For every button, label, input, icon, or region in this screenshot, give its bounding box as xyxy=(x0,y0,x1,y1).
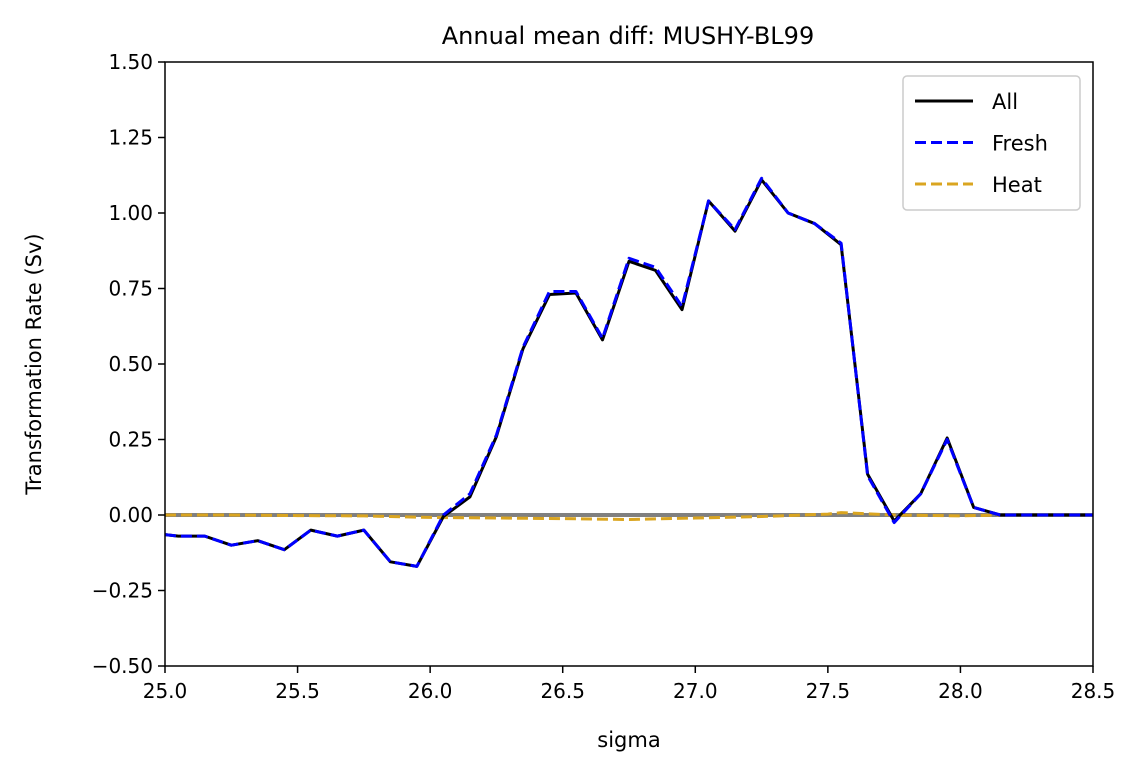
legend: All Fresh Heat xyxy=(902,75,1081,211)
x-tick-label: 27.0 xyxy=(673,679,718,703)
x-tick-label: 28.0 xyxy=(938,679,983,703)
axis-ticks: 25.0 25.5 26.0 26.5 27.0 27.5 28.0 28.5 −0.50 −0.… xyxy=(92,50,1116,703)
series-line-fresh xyxy=(165,176,1093,568)
x-tick-label: 25.0 xyxy=(143,679,188,703)
x-tick-label: 26.0 xyxy=(408,679,453,703)
y-tick-label: 0.25 xyxy=(108,428,153,452)
legend-label-heat: Heat xyxy=(992,173,1042,197)
x-axis-label: sigma xyxy=(597,728,660,752)
y-tick-label: −0.25 xyxy=(92,579,153,603)
x-tick-label: 25.5 xyxy=(275,679,320,703)
y-tick-label: 0.75 xyxy=(108,277,153,301)
y-tick-label: 0.00 xyxy=(108,503,153,527)
x-tick-label: 27.5 xyxy=(806,679,851,703)
x-tick-label: 26.5 xyxy=(540,679,585,703)
plot-frame xyxy=(164,61,1094,667)
y-axis-label: Transformation Rate (Sv) xyxy=(22,233,46,495)
legend-label-all: All xyxy=(992,90,1018,114)
chart-title: Annual mean diff: MUSHY-BL99 xyxy=(442,22,814,50)
x-tick-label: 28.5 xyxy=(1071,679,1116,703)
y-tick-label: 1.25 xyxy=(108,126,153,150)
series-lines xyxy=(165,176,1093,568)
y-tick-label: −0.50 xyxy=(92,654,153,678)
y-tick-label: 1.00 xyxy=(108,201,153,225)
series-line-heat xyxy=(165,511,1093,522)
legend-box xyxy=(902,75,1081,211)
y-tick-label: 1.50 xyxy=(108,50,153,74)
legend-label-fresh: Fresh xyxy=(992,132,1048,156)
y-tick-label: 0.50 xyxy=(108,352,153,376)
